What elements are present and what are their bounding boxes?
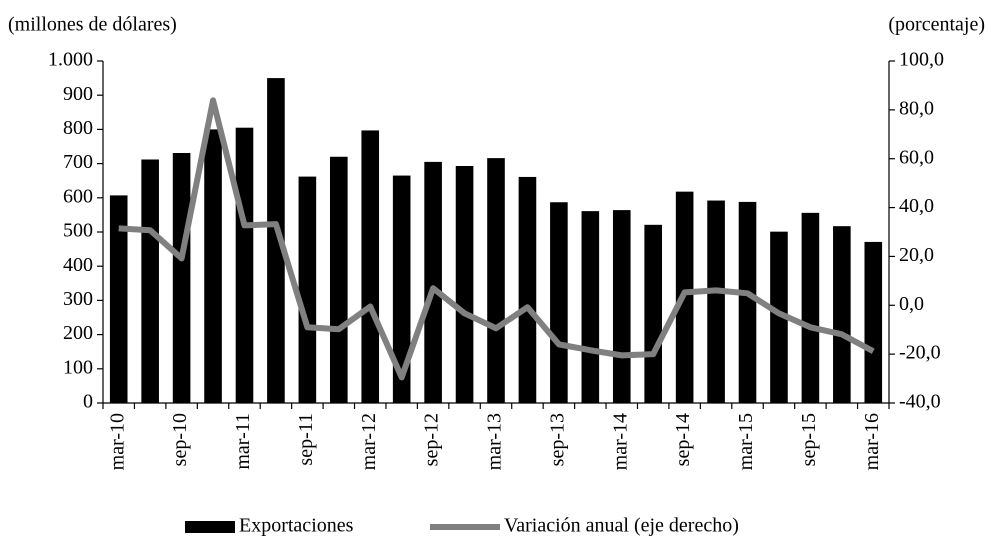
x-tick-label: mar-13: [484, 413, 506, 470]
bar: [235, 127, 254, 403]
y-tick-label: 0: [83, 391, 93, 413]
x-tick-label: mar-14: [609, 413, 631, 470]
line: [118, 97, 875, 381]
y2-tick-label: -20,0: [899, 342, 941, 364]
y2-tick-label: 80,0: [899, 97, 934, 119]
y-tick-label: 900: [63, 83, 93, 105]
bar: [770, 231, 788, 403]
bar: [487, 158, 505, 403]
bar: [455, 165, 474, 403]
y2-tick-label: 100,0: [899, 49, 944, 71]
bar: [141, 159, 159, 403]
y2-tick-label: 20,0: [899, 244, 934, 266]
bar: [644, 224, 663, 403]
legend-label: Exportaciones: [239, 515, 354, 537]
bar: [329, 156, 348, 403]
x-tick-label: sep-14: [672, 413, 694, 466]
y2-tick-label: -40,0: [899, 391, 941, 413]
bar: [864, 241, 883, 403]
y-tick-label: 400: [63, 254, 93, 276]
y-tick-label: 200: [63, 322, 93, 344]
y-axis-title: (millones de dólares): [8, 14, 177, 36]
y-tick-label: 600: [63, 185, 93, 207]
x-tick-label: mar-10: [106, 413, 128, 470]
bar: [298, 176, 317, 403]
y-tick-label: 800: [63, 117, 93, 139]
x-tick-label: mar-16: [861, 413, 883, 470]
x-tick-label: sep-11: [295, 413, 317, 466]
bar: [738, 201, 757, 403]
x-tick-label: sep-12: [421, 413, 443, 466]
y-tick-label: 700: [63, 151, 93, 173]
bar: [109, 195, 128, 403]
bar: [204, 129, 222, 403]
bar: [361, 130, 380, 403]
bar: [581, 211, 600, 403]
y-tick-label: 500: [63, 220, 93, 242]
bar: [172, 152, 191, 403]
bar: [707, 200, 725, 403]
bar: [518, 176, 537, 403]
y-tick-label: 100: [63, 356, 93, 378]
bar: [392, 175, 411, 403]
x-tick-label: sep-15: [798, 413, 820, 466]
bar: [424, 161, 442, 403]
y-tick-label: 300: [63, 288, 93, 310]
x-tick-label: sep-13: [546, 413, 568, 466]
x-tick-label: sep-10: [169, 413, 191, 466]
y2-tick-label: 40,0: [899, 195, 934, 217]
bar: [801, 212, 820, 403]
bar: [267, 78, 285, 403]
x-tick-label: mar-12: [358, 413, 380, 470]
bar: [550, 202, 568, 403]
bar: [612, 210, 631, 403]
y2-axis-title: (porcentaje): [888, 14, 985, 36]
x-tick-label: mar-11: [232, 413, 254, 470]
y-tick-label: 1.000: [48, 49, 93, 71]
x-tick-label: mar-15: [735, 413, 757, 470]
legend-label: Variación anual (eje derecho): [504, 515, 739, 537]
bar: [833, 226, 851, 403]
legend-swatch: [185, 521, 235, 533]
y2-tick-label: 60,0: [899, 146, 934, 168]
y2-tick-label: 0,0: [899, 293, 924, 315]
